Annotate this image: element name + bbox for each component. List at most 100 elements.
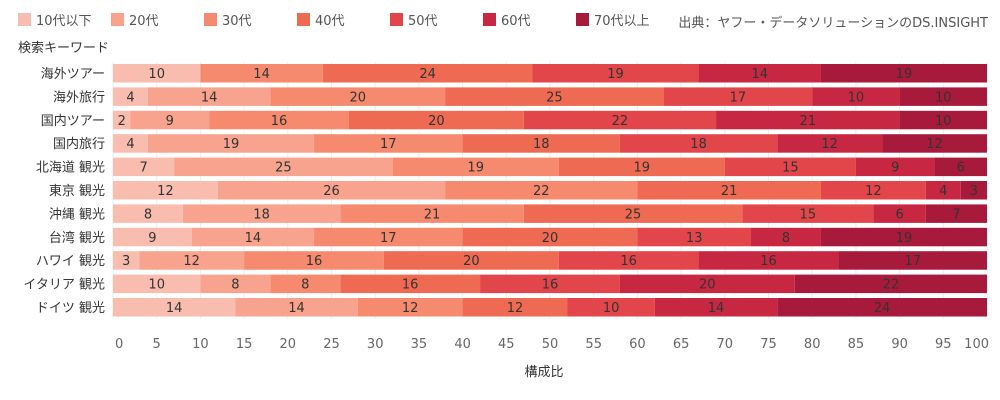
bar-segment-10-1 — [235, 298, 358, 317]
bar-segment-8-0 — [113, 251, 140, 270]
x-tick-1: 5 — [153, 337, 161, 352]
bar-segment-8-1 — [139, 251, 245, 270]
y-label-10: ドイツ 観光 — [36, 301, 105, 316]
x-tick-9: 45 — [498, 337, 515, 352]
bar-segment-9-0 — [113, 274, 201, 294]
data-label-6-3: 25 — [625, 207, 642, 222]
data-label-8-6: 17 — [904, 254, 921, 269]
x-tick-6: 30 — [367, 337, 384, 352]
bar-segment-4-2 — [392, 157, 559, 177]
data-label-9-6: 22 — [883, 278, 900, 293]
legend-label-5: 60代 — [501, 14, 531, 29]
x-axis-ticks: 0 5 10 15 20 25 30 35 40 45 50 55 60 65 70 75 80 85 90 95 10… — [115, 337, 989, 352]
bar-segment-8-5 — [698, 251, 839, 270]
bar-segment-4-3 — [558, 157, 725, 177]
data-label-7-2: 17 — [380, 231, 397, 246]
data-label-2-1: 9 — [166, 114, 174, 129]
bar-segment-10-5 — [654, 298, 778, 317]
bar-segment-6-0 — [113, 204, 183, 223]
x-axis-title: 構成比 — [524, 365, 563, 380]
data-label-5-5: 4 — [939, 184, 947, 199]
bar-segment-3-4 — [619, 134, 778, 153]
x-tick-11: 55 — [585, 337, 602, 352]
bar-segment-1-3 — [445, 87, 664, 106]
x-tick-4: 20 — [280, 337, 297, 352]
data-label-1-3: 25 — [546, 90, 563, 105]
bar-segment-4-4 — [724, 157, 856, 177]
data-label-8-0: 3 — [122, 254, 130, 269]
y-axis-title: 検索キーワード — [18, 41, 109, 56]
x-tick-14: 70 — [717, 337, 734, 352]
data-label-9-0: 10 — [148, 278, 165, 293]
data-label-2-2: 16 — [271, 114, 288, 129]
data-label-2-4: 22 — [612, 114, 629, 129]
bar-segment-8-2 — [244, 251, 384, 270]
data-label-4-1: 25 — [275, 161, 292, 176]
data-label-0-6: 19 — [896, 67, 913, 82]
bar-segment-2-1 — [130, 110, 210, 130]
legend: 10代以下 20代 30代 40代 50代 60代 70代以上 — [18, 13, 650, 29]
bar-segment-7-6 — [820, 227, 987, 247]
data-label-10-2: 12 — [402, 301, 419, 316]
data-label-10-4: 10 — [603, 301, 620, 316]
data-label-9-4: 16 — [542, 278, 559, 293]
y-label-8: ハワイ 観光 — [36, 254, 105, 269]
data-label-2-0: 2 — [118, 114, 126, 129]
y-label-3: 国内旅行 — [53, 136, 105, 152]
bar-segment-9-2 — [270, 274, 341, 294]
data-label-6-5: 6 — [895, 207, 903, 222]
bar-segment-0-3 — [322, 64, 533, 83]
data-label-4-2: 19 — [467, 161, 484, 176]
data-label-2-6: 10 — [935, 114, 952, 129]
bar-segment-2-3 — [348, 110, 524, 130]
bar-segment-7-1 — [191, 227, 315, 247]
bar-segment-5-6 — [960, 181, 987, 200]
bar-segment-9-6 — [794, 274, 987, 294]
legend-label-6: 70代以上 — [594, 14, 650, 29]
bar-segment-6-3 — [523, 204, 743, 223]
x-tick-12: 60 — [629, 337, 646, 352]
bar-segment-4-0 — [113, 157, 175, 177]
bar-segment-0-5 — [698, 64, 821, 83]
data-label-3-3: 18 — [533, 137, 550, 152]
x-tick-20: 100 — [964, 337, 989, 352]
data-label-3-2: 17 — [380, 137, 397, 152]
data-label-8-4: 16 — [620, 254, 637, 269]
y-label-0: 海外ツアー — [41, 67, 105, 82]
legend-label-1: 20代 — [129, 14, 159, 29]
data-label-1-5: 10 — [848, 90, 865, 105]
data-label-1-1: 14 — [201, 90, 218, 105]
bar-segment-9-1 — [200, 274, 271, 294]
y-label-2: 国内ツアー — [41, 113, 105, 129]
bars: 10 14 24 19 14 194 14 20 25 17 10 102 9 16 20 22 21 104 19… — [113, 64, 987, 317]
bar-segment-1-2 — [270, 87, 446, 106]
bar-segment-8-3 — [383, 251, 559, 270]
data-label-8-1: 12 — [183, 254, 200, 269]
bar-segment-6-4 — [742, 204, 874, 223]
bar-segment-3-3 — [462, 134, 620, 153]
x-tick-8: 40 — [454, 337, 471, 352]
data-label-0-5: 14 — [751, 67, 768, 82]
bar-segment-2-5 — [716, 110, 900, 130]
bar-segment-4-5 — [855, 157, 935, 177]
bar-segment-9-3 — [340, 274, 481, 294]
legend-label-0: 10代以下 — [36, 14, 92, 29]
data-label-4-0: 7 — [139, 161, 147, 176]
data-label-8-5: 16 — [760, 254, 777, 269]
data-label-5-2: 22 — [533, 184, 550, 199]
data-label-1-6: 10 — [935, 90, 952, 105]
data-label-6-2: 21 — [424, 207, 441, 222]
bar-segment-3-0 — [113, 134, 148, 153]
data-label-1-2: 20 — [349, 90, 366, 105]
bar-segment-7-4 — [637, 227, 752, 247]
x-tick-13: 65 — [673, 337, 690, 352]
data-label-4-3: 19 — [633, 161, 650, 176]
data-label-5-0: 12 — [157, 184, 174, 199]
data-label-7-3: 20 — [542, 231, 559, 246]
data-label-3-5: 12 — [821, 137, 838, 152]
x-tick-17: 85 — [848, 337, 865, 352]
bar-segment-7-2 — [314, 227, 463, 247]
data-label-9-2: 8 — [301, 278, 309, 293]
legend-swatch-5 — [483, 13, 496, 26]
bar-segment-1-5 — [812, 87, 900, 106]
